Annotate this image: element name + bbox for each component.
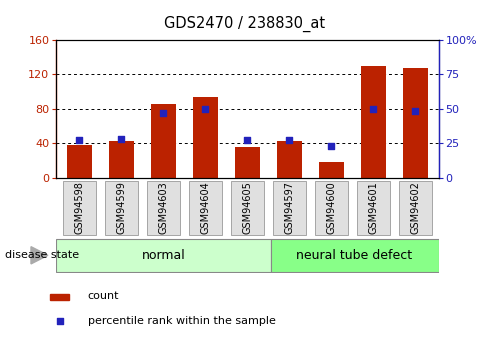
Point (160, 110, 168, 116)
FancyBboxPatch shape (357, 180, 390, 235)
Bar (151, 104, 176, 178)
Text: GSM94605: GSM94605 (243, 181, 252, 234)
FancyBboxPatch shape (105, 180, 138, 235)
FancyBboxPatch shape (270, 239, 439, 272)
Bar (277, 141, 302, 178)
Polygon shape (31, 247, 48, 264)
FancyBboxPatch shape (273, 180, 306, 235)
FancyBboxPatch shape (63, 180, 96, 235)
Text: GDS2470 / 238830_at: GDS2470 / 238830_at (165, 16, 325, 32)
Point (56, 318, 64, 324)
Text: GSM94600: GSM94600 (326, 181, 337, 234)
Point (244, 138, 251, 143)
Text: GSM94599: GSM94599 (117, 181, 126, 234)
Bar (319, 162, 344, 178)
Text: GSM94601: GSM94601 (368, 181, 378, 234)
Text: GSM94598: GSM94598 (74, 181, 84, 234)
Bar (193, 97, 218, 178)
Text: count: count (88, 291, 119, 301)
Bar (403, 68, 428, 178)
Text: GSM94604: GSM94604 (200, 181, 210, 234)
Text: normal: normal (142, 249, 185, 262)
Bar (361, 66, 386, 178)
Text: GSM94603: GSM94603 (158, 181, 169, 234)
Point (327, 143, 335, 149)
Point (412, 109, 419, 114)
Text: GSM94597: GSM94597 (285, 181, 294, 234)
Bar (235, 148, 260, 178)
Point (369, 106, 377, 111)
Text: neural tube defect: neural tube defect (296, 249, 413, 262)
Bar (67, 145, 92, 178)
FancyBboxPatch shape (50, 294, 69, 300)
FancyBboxPatch shape (56, 239, 270, 272)
FancyBboxPatch shape (399, 180, 432, 235)
Point (201, 106, 209, 111)
Bar (109, 141, 134, 178)
Point (118, 136, 125, 142)
FancyBboxPatch shape (231, 180, 264, 235)
Text: percentile rank within the sample: percentile rank within the sample (88, 316, 275, 326)
Text: GSM94602: GSM94602 (411, 181, 420, 234)
FancyBboxPatch shape (315, 180, 348, 235)
Point (75, 138, 83, 143)
FancyBboxPatch shape (189, 180, 222, 235)
Point (286, 138, 294, 143)
FancyBboxPatch shape (147, 180, 180, 235)
Text: disease state: disease state (5, 250, 79, 260)
